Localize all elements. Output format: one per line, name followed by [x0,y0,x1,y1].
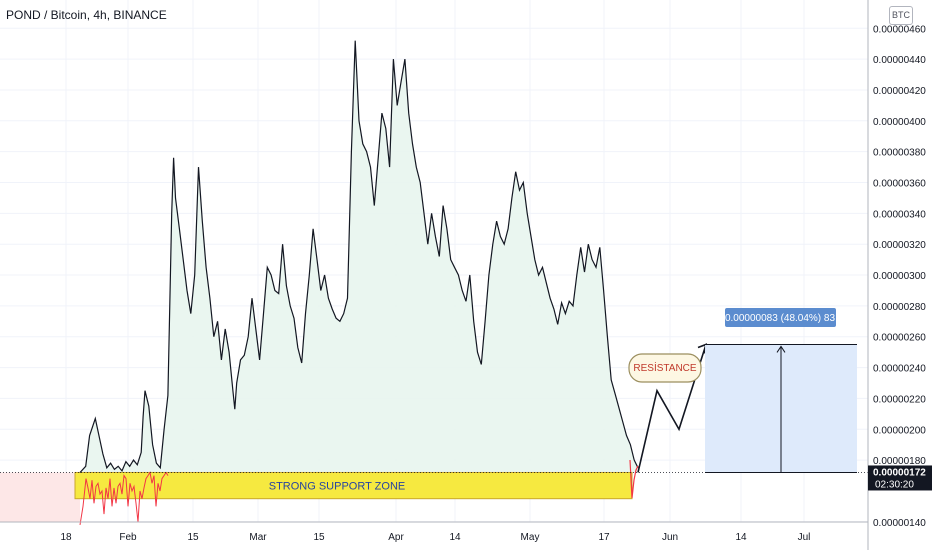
y-tick-label: 0.00000180 [873,456,926,467]
x-tick-label: 14 [735,532,747,543]
resistance-callout[interactable]: RESİSTANCE [628,353,702,383]
currency-badge[interactable]: BTC [889,6,913,25]
y-tick-label: 0.00000280 [873,302,926,313]
x-tick-label: Jul [798,532,811,543]
y-tick-label: 0.00000400 [873,117,926,128]
y-tick-label: 0.00000260 [873,333,926,344]
measure-label: 0.00000083 (48.04%) 83 [725,313,836,324]
y-tick-label: 0.00000200 [873,425,926,436]
x-tick-label: 14 [449,532,461,543]
x-tick-label: May [521,532,540,543]
support-zone [74,471,633,500]
y-tick-label: 0.00000320 [873,240,926,251]
measure-badge [725,308,836,327]
resistance-callout-bubble [628,353,702,383]
red-zone [0,472,80,522]
projection-line [637,344,707,473]
measure-arrow-icon [776,345,786,353]
series-red-line [79,471,169,525]
x-tick-label: 18 [60,532,72,543]
y-tick-label: 0.00000340 [873,209,926,220]
y-tick-label: 0.00000440 [873,55,926,66]
x-tick-label: Jun [662,532,678,543]
y-tick-label: 0.00000380 [873,148,926,159]
series-price-line [79,40,639,473]
y-tick-label: 0.00000420 [873,86,926,97]
x-tick-label: Mar [249,532,267,543]
x-tick-label: 17 [598,532,610,543]
current-price-box [868,465,932,491]
series-final-dip [629,459,639,499]
x-tick-label: 15 [187,532,199,543]
price-area [80,40,638,473]
current-price-label: 0.00000172 [873,467,926,478]
y-tick-label: 0.00000240 [873,364,926,375]
x-tick-label: Feb [119,532,137,543]
chart-title: POND / Bitcoin, 4h, BINANCE [6,8,167,22]
countdown-label: 02:30:20 [875,479,914,490]
y-tick-label: 0.00000300 [873,271,926,282]
y-tick-label: 0.00000220 [873,394,926,405]
y-tick-label: 0.00000140 [873,518,926,529]
resistance-label: RESİSTANCE [633,361,696,374]
x-tick-label: Apr [388,532,404,543]
x-tick-label: 15 [313,532,325,543]
support-zone-label: STRONG SUPPORT ZONE [269,481,406,493]
y-tick-label: 0.00000360 [873,178,926,189]
y-tick-label: 0.00000460 [873,24,926,35]
